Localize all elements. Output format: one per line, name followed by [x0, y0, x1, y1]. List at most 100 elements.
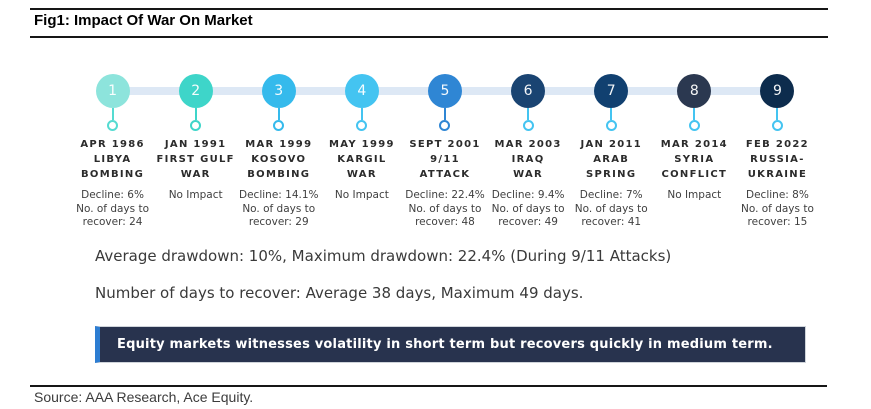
event-number-circle: 5 — [427, 74, 462, 108]
war-timeline: 1 APR 1986 LIBYA BOMBING Decline: 6% No. … — [71, 74, 819, 234]
event-number: 6 — [523, 83, 533, 99]
event-marker-ring-icon — [439, 120, 451, 131]
event-number-circle: 2 — [178, 74, 213, 108]
event-number: 5 — [440, 83, 450, 99]
event-name-line2: BOMBING — [247, 169, 311, 180]
event-detail-line: Decline: 7% — [579, 189, 643, 201]
recovery-summary-text: Number of days to recover: Average 38 da… — [95, 284, 584, 302]
event-impact-details: Decline: 7% No. of days to recover: 41 — [575, 189, 648, 230]
event-detail-line: No. of days to — [76, 202, 149, 215]
event-detail-line: recover: 24 — [82, 216, 143, 228]
event-number: 1 — [108, 83, 117, 99]
timeline-event: 7 JAN 2011 ARAB SPRING Decline: 7% No. of… — [570, 74, 653, 230]
source-attribution: Source: AAA Research, Ace Equity. — [34, 389, 254, 405]
event-number: 2 — [191, 83, 201, 99]
event-detail-line: No. of days to — [491, 202, 565, 215]
event-number-circle: 3 — [261, 74, 296, 108]
event-name-line1: KOSOVO — [251, 154, 307, 165]
event-detail-line: recover: 49 — [498, 216, 558, 228]
event-marker-ring-icon — [190, 120, 202, 131]
event-number-circle: 9 — [760, 74, 795, 108]
event-name-line1: IRAQ — [511, 154, 545, 165]
figure-title: Fig1: Impact Of War On Market — [34, 12, 253, 29]
event-impact-details: Decline: 6% No. of days to recover: 24 — [76, 189, 149, 230]
event-name-line1: SYRIA — [674, 154, 715, 165]
event-impact-details: No Impact — [169, 189, 223, 203]
event-stem — [277, 108, 280, 120]
event-name-line2: ATTACK — [419, 169, 471, 180]
event-name-line2: WAR — [346, 169, 377, 180]
event-date: JAN 1991 — [164, 139, 227, 150]
event-name-line2: CONFLICT — [661, 169, 728, 180]
event-name-line1: LIBYA — [93, 154, 132, 165]
conclusion-banner: Equity markets witnesses volatility in s… — [95, 326, 806, 363]
event-detail-line: No. of days to — [740, 202, 814, 215]
event-marker-ring-icon — [605, 120, 617, 131]
event-number-circle: 1 — [95, 74, 130, 108]
timeline-event: 9 FEB 2022 RUSSIA- UKRAINE Decline: 8% No… — [736, 74, 819, 230]
event-name-line2: UKRAINE — [747, 169, 808, 180]
event-marker-ring-icon — [356, 120, 368, 131]
event-stem — [776, 108, 779, 120]
event-date: MAR 2014 — [660, 139, 728, 150]
event-impact-details: Decline: 14.1% No. of days to recover: 29 — [239, 189, 319, 230]
timeline-event: 1 APR 1986 LIBYA BOMBING Decline: 6% No. … — [71, 74, 154, 230]
event-number-circle: 8 — [677, 74, 712, 108]
event-name-line1: FIRST GULF — [156, 154, 235, 165]
event-stem — [610, 108, 613, 120]
bottom-rule — [30, 385, 827, 387]
event-date: JAN 2011 — [580, 139, 642, 150]
event-date: MAR 1999 — [245, 139, 313, 150]
event-number: 8 — [689, 83, 699, 99]
top-rule — [30, 8, 828, 10]
event-marker-ring-icon — [107, 120, 119, 131]
event-date: SEPT 2001 — [409, 139, 481, 150]
event-detail-line: recover: 15 — [747, 216, 808, 228]
event-stem — [194, 108, 197, 120]
event-detail-line: recover: 41 — [581, 216, 642, 228]
event-stem — [360, 108, 363, 120]
event-name-line2: SPRING — [586, 169, 637, 180]
event-detail-line: No. of days to — [242, 202, 316, 215]
event-number: 7 — [606, 83, 616, 99]
event-detail-line: No Impact — [168, 189, 223, 201]
event-detail-line: Decline: 22.4% — [405, 189, 485, 201]
event-detail-line: Decline: 9.4% — [491, 189, 565, 201]
event-date: MAR 2003 — [494, 139, 562, 150]
event-date: MAY 1999 — [329, 139, 395, 150]
event-number: 3 — [274, 83, 284, 99]
event-stem — [111, 108, 114, 120]
conclusion-banner-text: Equity markets witnesses volatility in s… — [117, 337, 773, 352]
event-detail-line: No Impact — [334, 189, 389, 201]
event-name-line2: WAR — [513, 169, 544, 180]
event-detail-line: recover: 29 — [248, 216, 309, 228]
timeline-event: 8 MAR 2014 SYRIA CONFLICT No Impact — [653, 74, 736, 230]
event-marker-ring-icon — [522, 120, 534, 131]
event-number-circle: 4 — [344, 74, 379, 108]
event-stem — [443, 108, 446, 120]
event-name-line1: ARAB — [593, 154, 630, 165]
event-impact-details: No Impact — [335, 189, 389, 203]
event-detail-line: recover: 48 — [415, 216, 475, 228]
event-date: FEB 2022 — [745, 139, 809, 150]
event-name-line2: WAR — [180, 169, 211, 180]
event-detail-line: Decline: 8% — [746, 189, 809, 201]
event-name-line1: KARGIL — [337, 154, 387, 165]
event-stem — [693, 108, 696, 120]
event-name-line2: BOMBING — [81, 169, 145, 180]
title-underline-rule — [30, 36, 828, 38]
event-date: APR 1986 — [80, 139, 145, 150]
event-impact-details: Decline: 8% No. of days to recover: 15 — [741, 189, 814, 230]
event-impact-details: Decline: 22.4% No. of days to recover: 48 — [405, 189, 485, 230]
event-number-circle: 6 — [511, 74, 546, 108]
timeline-event: 5 SEPT 2001 9/11 ATTACK Decline: 22.4% No… — [403, 74, 486, 230]
event-stem — [527, 108, 530, 120]
event-marker-ring-icon — [688, 120, 700, 131]
event-detail-line: No. of days to — [574, 202, 648, 215]
event-impact-details: Decline: 9.4% No. of days to recover: 49 — [492, 189, 565, 230]
event-detail-line: Decline: 14.1% — [239, 189, 319, 201]
event-number: 9 — [772, 83, 782, 99]
event-name-line1: 9/11 — [430, 154, 460, 165]
event-detail-line: No Impact — [667, 189, 722, 201]
